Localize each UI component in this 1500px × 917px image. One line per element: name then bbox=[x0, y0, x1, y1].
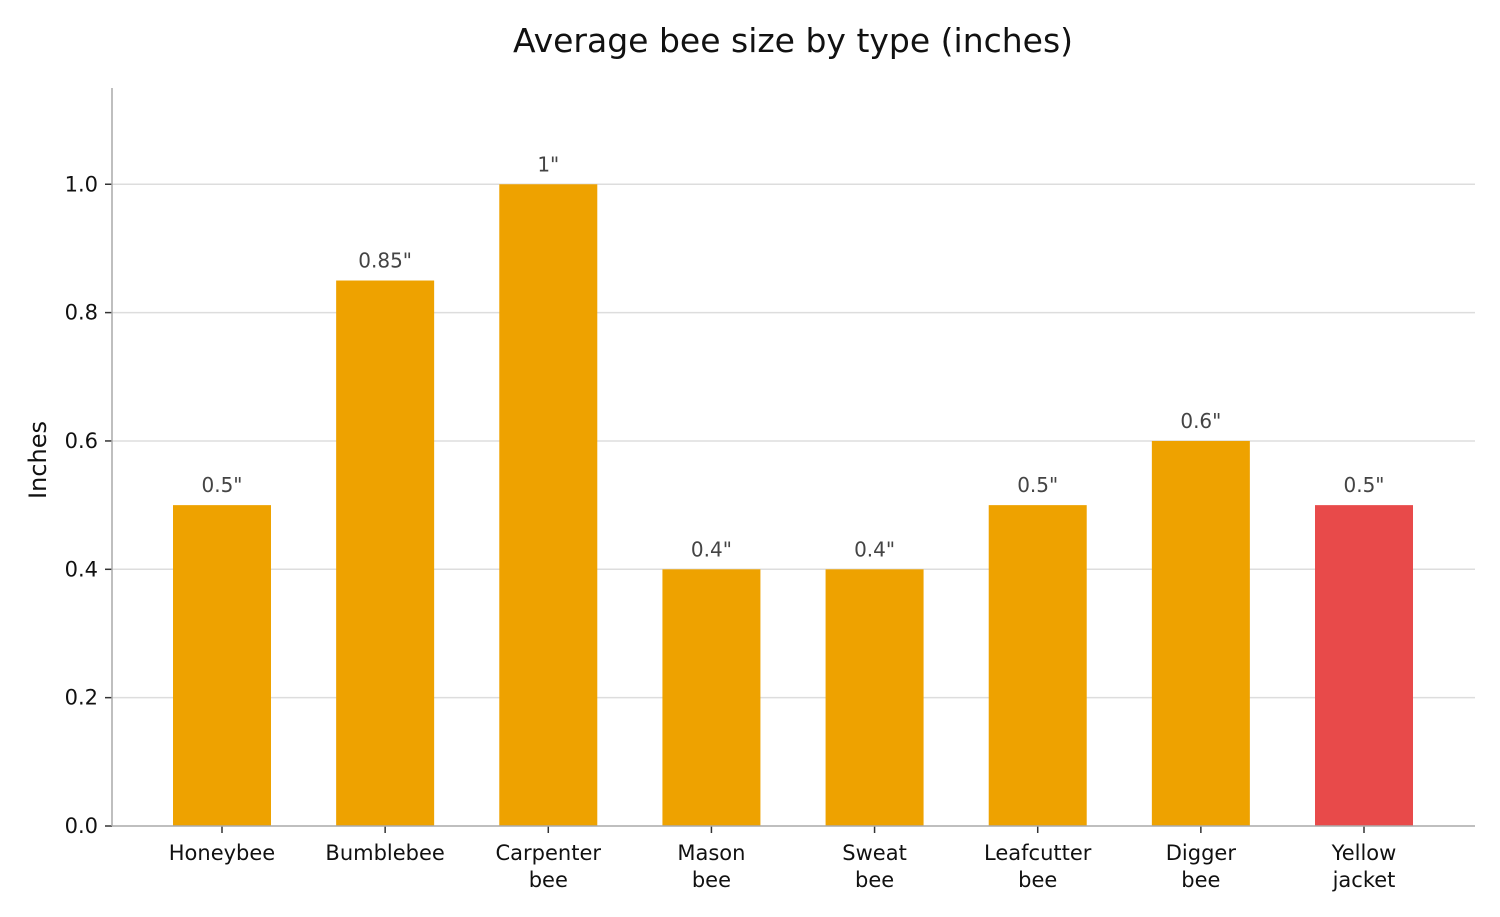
gridlines bbox=[112, 183, 1475, 699]
bar bbox=[1315, 505, 1413, 826]
x-tick-label: Sweat bee bbox=[842, 841, 907, 892]
chart-title: Average bee size by type (inches) bbox=[513, 21, 1073, 60]
x-tick-label-line: Leafcutter bbox=[984, 841, 1092, 865]
data-labels: 0.5" 0.85" 1" 0.4" 0.4" 0.5" 0.6" 0.5" bbox=[201, 152, 1384, 561]
x-tick-label-line: Carpenter bbox=[496, 841, 602, 865]
data-label: 0.6" bbox=[1180, 409, 1221, 433]
x-tick-label: Leafcutter bee bbox=[984, 841, 1092, 892]
bar bbox=[173, 505, 271, 826]
y-tick-label: 0.4 bbox=[65, 557, 98, 581]
x-tick-label: Carpenter bee bbox=[496, 841, 602, 892]
x-tick-label: Mason bee bbox=[677, 841, 745, 892]
bar bbox=[499, 184, 598, 826]
x-tick-label-line: bee bbox=[529, 868, 568, 892]
x-tick-label-line: Sweat bbox=[842, 841, 907, 865]
bar bbox=[1151, 440, 1250, 826]
bar bbox=[336, 280, 435, 826]
y-axis-ticks: 0.0 0.2 0.4 0.6 0.8 1.0 bbox=[65, 172, 112, 838]
x-tick-label-line: bee bbox=[692, 868, 731, 892]
x-tick-label-line: Mason bbox=[677, 841, 745, 865]
bar bbox=[662, 569, 761, 826]
y-tick-label: 0.6 bbox=[65, 429, 98, 453]
x-tick-label-line: bee bbox=[855, 868, 894, 892]
x-tick-label-line: Yellow bbox=[1331, 841, 1397, 865]
y-tick-label: 0.8 bbox=[65, 301, 98, 325]
y-tick-label: 0.0 bbox=[65, 814, 98, 838]
x-tick-label-line: Honeybee bbox=[169, 841, 275, 865]
data-label: 0.5" bbox=[201, 473, 242, 497]
x-tick-label-line: bee bbox=[1181, 868, 1220, 892]
bar bbox=[988, 505, 1087, 826]
x-tick-label-line: bee bbox=[1018, 868, 1057, 892]
data-label: 0.5" bbox=[1343, 473, 1384, 497]
data-label: 0.4" bbox=[854, 537, 895, 561]
x-tick-label-line: Bumblebee bbox=[325, 841, 444, 865]
y-tick-label: 0.2 bbox=[65, 686, 98, 710]
bar bbox=[825, 569, 924, 826]
bars bbox=[173, 184, 1413, 826]
data-label: 0.4" bbox=[691, 537, 732, 561]
x-tick-label: Digger bee bbox=[1166, 841, 1237, 892]
data-label: 1" bbox=[537, 152, 559, 176]
x-tick-label: Honeybee bbox=[169, 841, 275, 865]
x-tick-label: Bumblebee bbox=[325, 841, 444, 865]
y-axis-label: Inches bbox=[24, 421, 52, 499]
x-tick-label-line: Digger bbox=[1166, 841, 1237, 865]
y-tick-label: 1.0 bbox=[65, 172, 98, 196]
data-label: 0.5" bbox=[1017, 473, 1058, 497]
data-label: 0.85" bbox=[358, 249, 412, 273]
x-tick-label-line: jacket bbox=[1332, 868, 1396, 892]
x-tick-label: Yellow jacket bbox=[1331, 841, 1397, 892]
